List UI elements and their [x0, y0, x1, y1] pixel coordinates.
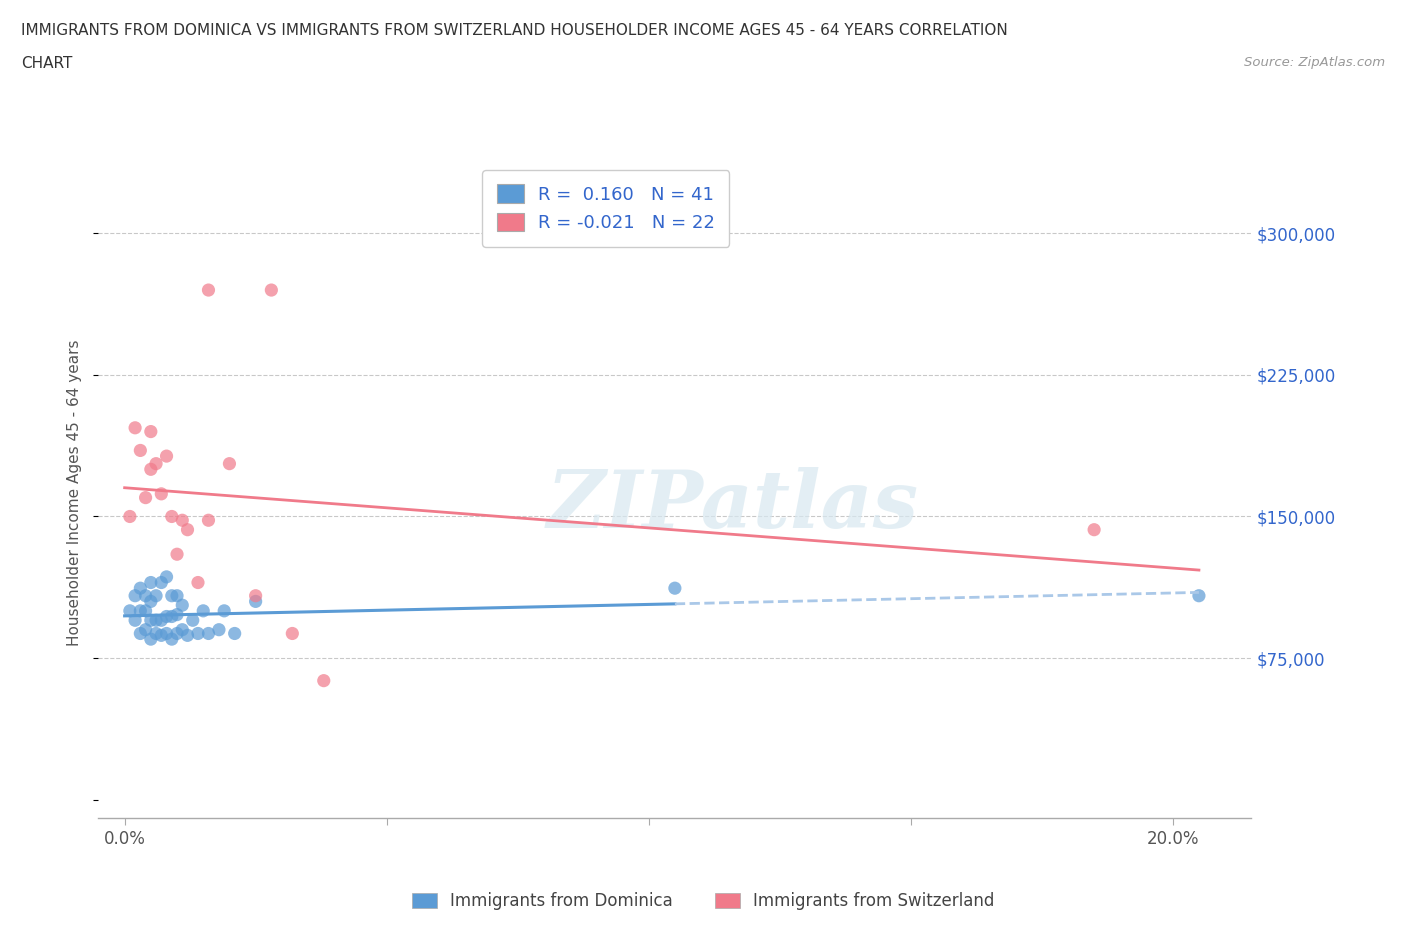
Point	[129, 580, 152, 595]
Point	[155, 626, 177, 641]
Point	[118, 604, 141, 618]
Point	[139, 631, 162, 646]
Point	[245, 594, 267, 609]
Point	[172, 622, 194, 637]
Point	[176, 523, 198, 538]
Point	[260, 283, 283, 298]
Point	[166, 589, 188, 604]
Text: ZIPatlas: ZIPatlas	[547, 467, 918, 545]
Point	[118, 509, 141, 524]
Point	[124, 420, 146, 435]
Legend: R =  0.160   N = 41, R = -0.021   N = 22: R = 0.160 N = 41, R = -0.021 N = 22	[482, 170, 730, 246]
Text: Source: ZipAtlas.com: Source: ZipAtlas.com	[1244, 56, 1385, 69]
Point	[135, 490, 157, 505]
Point	[160, 589, 183, 604]
Point	[129, 604, 152, 618]
Text: CHART: CHART	[21, 56, 73, 71]
Point	[129, 443, 152, 458]
Point	[135, 604, 157, 618]
Point	[197, 283, 219, 298]
Point	[224, 626, 246, 641]
Point	[145, 457, 167, 472]
Point	[176, 628, 198, 643]
Point	[312, 673, 335, 688]
Point	[1083, 523, 1105, 538]
Point	[155, 448, 177, 463]
Point	[145, 613, 167, 628]
Point	[166, 626, 188, 641]
Point	[155, 569, 177, 584]
Point	[135, 589, 157, 604]
Point	[139, 575, 162, 590]
Point	[172, 512, 194, 527]
Point	[139, 424, 162, 439]
Point	[145, 589, 167, 604]
Point	[187, 575, 209, 590]
Point	[150, 486, 173, 501]
Point	[160, 509, 183, 524]
Point	[197, 626, 219, 641]
Point	[139, 462, 162, 477]
Point	[181, 613, 204, 628]
Point	[197, 512, 219, 527]
Point	[124, 613, 146, 628]
Point	[664, 580, 686, 595]
Legend: Immigrants from Dominica, Immigrants from Switzerland: Immigrants from Dominica, Immigrants fro…	[405, 885, 1001, 917]
Point	[172, 598, 194, 613]
Point	[187, 626, 209, 641]
Point	[139, 594, 162, 609]
Point	[129, 626, 152, 641]
Point	[160, 609, 183, 624]
Point	[150, 628, 173, 643]
Point	[218, 457, 240, 472]
Point	[245, 589, 267, 604]
Point	[166, 547, 188, 562]
Point	[166, 607, 188, 622]
Point	[139, 613, 162, 628]
Point	[208, 622, 231, 637]
Point	[135, 622, 157, 637]
Y-axis label: Householder Income Ages 45 - 64 years: Householder Income Ages 45 - 64 years	[67, 339, 83, 646]
Point	[124, 589, 146, 604]
Point	[160, 631, 183, 646]
Point	[193, 604, 215, 618]
Point	[212, 604, 235, 618]
Point	[281, 626, 304, 641]
Point	[155, 609, 177, 624]
Point	[150, 575, 173, 590]
Point	[1188, 589, 1211, 604]
Point	[145, 626, 167, 641]
Point	[150, 613, 173, 628]
Text: IMMIGRANTS FROM DOMINICA VS IMMIGRANTS FROM SWITZERLAND HOUSEHOLDER INCOME AGES : IMMIGRANTS FROM DOMINICA VS IMMIGRANTS F…	[21, 23, 1008, 38]
